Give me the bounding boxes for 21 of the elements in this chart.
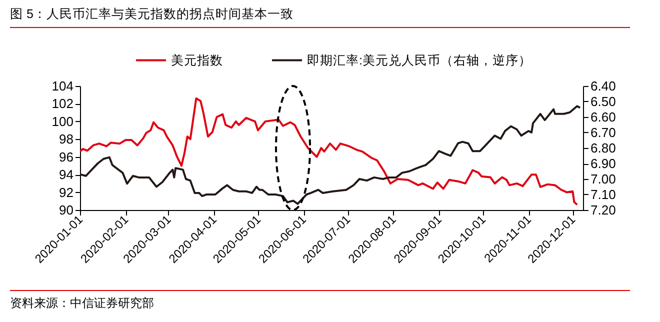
y-tick-label: 96 (59, 149, 74, 164)
y-tick-label: 100 (52, 114, 74, 129)
y2-tick-label: 6.50 (590, 94, 616, 109)
y-tick-label: 94 (59, 167, 74, 182)
legend-label: 美元指数 (171, 52, 223, 68)
y2-tick-label: 6.40 (590, 78, 616, 94)
legend-label: 即期汇率:美元兑人民币（右轴，逆序） (307, 52, 532, 68)
y2-tick-label: 6.80 (590, 140, 616, 156)
y2-tick-label: 7.00 (590, 172, 616, 186)
y2-tick-label: 6.90 (590, 156, 616, 171)
y2-tick-label: 6.70 (590, 125, 616, 140)
y-tick-label: 102 (52, 96, 74, 112)
y-tick-label: 90 (59, 202, 74, 218)
y2-tick-label: 6.60 (590, 110, 616, 124)
y2-tick-label: 7.20 (590, 202, 616, 218)
y-tick-label: 92 (59, 184, 74, 200)
chart-title: 图 5：人民币汇率与美元指数的拐点时间基本一致 (10, 6, 630, 28)
text: 资料来源：中信证券研究部 (10, 290, 630, 312)
y-tick-label: 98 (59, 132, 74, 147)
y2-tick-label: 7.10 (590, 187, 616, 202)
y-tick-label: 104 (52, 78, 74, 94)
